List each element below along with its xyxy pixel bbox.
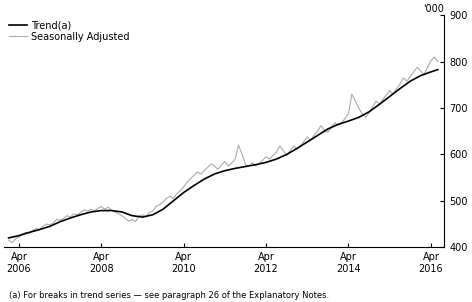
Text: '000: '000 xyxy=(423,4,445,14)
Legend: Trend(a), Seasonally Adjusted: Trend(a), Seasonally Adjusted xyxy=(8,18,131,43)
Text: (a) For breaks in trend series — see paragraph 26 of the Explanatory Notes.: (a) For breaks in trend series — see par… xyxy=(9,291,329,300)
